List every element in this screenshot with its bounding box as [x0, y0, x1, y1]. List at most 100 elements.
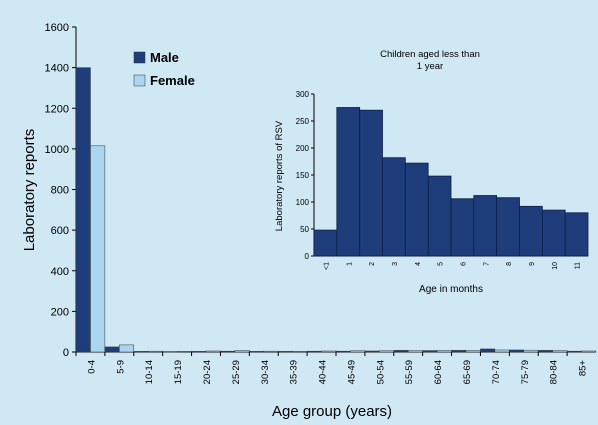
inset-bar — [473, 195, 498, 257]
bar-female — [407, 350, 423, 353]
bar-female — [436, 350, 452, 353]
y-axis-title: Laboratory reports — [21, 129, 38, 252]
bar-female — [465, 350, 481, 353]
bar-male — [277, 351, 293, 353]
y-tick-label: 600 — [51, 225, 69, 237]
bar-female — [119, 344, 135, 353]
bar-male — [364, 350, 380, 353]
bar-female — [263, 350, 279, 353]
bar-male — [104, 346, 120, 353]
bar-female — [350, 350, 366, 353]
bar-male — [509, 349, 525, 353]
bar-male — [566, 350, 582, 353]
y-tick-label: 1200 — [45, 103, 69, 115]
inset-bar — [427, 175, 452, 257]
bar-female — [292, 351, 308, 353]
inset-bar — [359, 109, 383, 257]
inset-chart: Children aged less than 1 year 0 50 100 150 20… — [274, 49, 589, 295]
bar-male — [393, 350, 409, 353]
bar-male — [422, 350, 438, 353]
bar-female — [90, 145, 106, 353]
bar-male — [191, 351, 207, 353]
x-tick-label: 5-9 — [115, 360, 126, 374]
bar-female — [205, 350, 221, 353]
x-tick-label: 35-39 — [289, 360, 300, 384]
x-tick-label: 50-54 — [375, 360, 386, 384]
x-tick-label: 30-34 — [260, 360, 271, 384]
x-tick-label: 45-49 — [346, 360, 357, 384]
x-tick-label: 60-64 — [433, 360, 444, 384]
inset-y-tick-label: 300 — [296, 90, 310, 99]
inset-x-tick-label: 1 — [346, 262, 353, 266]
bar-female — [523, 349, 539, 353]
legend-label-male: Male — [150, 50, 179, 65]
inset-y-axis-title: Laboratory reports of RSV — [274, 120, 285, 231]
bar-male — [335, 350, 351, 353]
y-tick-label: 200 — [51, 306, 69, 318]
bar-male — [451, 350, 467, 353]
inset-x-axis-title: Age in months — [419, 284, 483, 295]
inset-x-tick-label: 3 — [392, 262, 399, 266]
x-axis-title: Age group (years) — [272, 403, 392, 420]
bar-female — [147, 350, 163, 353]
bar-female — [581, 350, 597, 353]
inset-y-tick-label: 150 — [296, 171, 310, 180]
inset-x-tick-label: 9 — [529, 262, 536, 266]
bar-male — [306, 350, 322, 353]
bar-female — [234, 350, 250, 353]
inset-y-tick-label: 50 — [300, 225, 309, 234]
inset-y-tick-label: 200 — [296, 144, 310, 153]
bar-female — [321, 350, 337, 353]
legend-swatch-female — [133, 74, 146, 87]
y-tick-label: 1000 — [45, 144, 69, 156]
inset-bar — [404, 162, 429, 257]
y-tick-label: 1400 — [45, 63, 69, 75]
inset-bar — [450, 198, 475, 257]
inset-bar — [496, 197, 520, 257]
bar-male — [133, 351, 149, 353]
inset-x-tick-label: 6 — [460, 262, 467, 266]
bar-female — [176, 351, 192, 353]
inset-bar — [382, 157, 406, 257]
bar-male — [162, 351, 178, 353]
legend-swatch-male — [133, 51, 146, 64]
inset-bar — [541, 209, 566, 257]
inset-y-tick-label: 0 — [305, 252, 310, 261]
inset-bar — [313, 229, 338, 257]
bar-male — [75, 67, 91, 353]
y-tick-label: 400 — [51, 266, 69, 278]
bar-male — [537, 350, 553, 353]
x-tick-label: 75-79 — [520, 360, 531, 384]
x-tick-label: 70-74 — [491, 360, 502, 384]
x-tick-label: 85+ — [578, 360, 589, 377]
bar-male — [480, 348, 496, 353]
x-tick-label: 20-24 — [202, 360, 213, 384]
x-tick-label: 65-69 — [462, 360, 473, 384]
inset-x-tick-label: <1 — [323, 262, 330, 270]
inset-x-tick-label: 7 — [483, 262, 490, 266]
inset-x-tick-label: 4 — [415, 262, 422, 266]
x-tick-label: 0-4 — [86, 360, 97, 374]
inset-x-tick-label: 5 — [438, 262, 445, 266]
inset-x-tick-label: 10 — [552, 262, 559, 270]
x-tick-label: 40-44 — [318, 360, 329, 384]
inset-bar — [336, 107, 361, 257]
inset-x-tick-label: 11 — [575, 262, 582, 269]
bar-male — [220, 350, 236, 353]
x-tick-label: 25-29 — [231, 360, 242, 384]
x-tick-label: 55-59 — [404, 360, 415, 384]
x-tick-label: 80-84 — [549, 360, 560, 384]
inset-title: Children aged less than 1 year — [380, 49, 480, 72]
x-tick-label: 10-14 — [144, 360, 155, 384]
inset-y-tick-label: 250 — [296, 117, 310, 126]
y-tick-label: 1600 — [45, 22, 69, 34]
bar-female — [552, 350, 568, 353]
inset-x-tick-label: 2 — [369, 262, 376, 266]
bar-male — [249, 351, 265, 353]
inset-y-tick-label: 100 — [296, 198, 310, 207]
y-tick-label: 800 — [51, 185, 69, 197]
bar-female — [379, 350, 395, 353]
